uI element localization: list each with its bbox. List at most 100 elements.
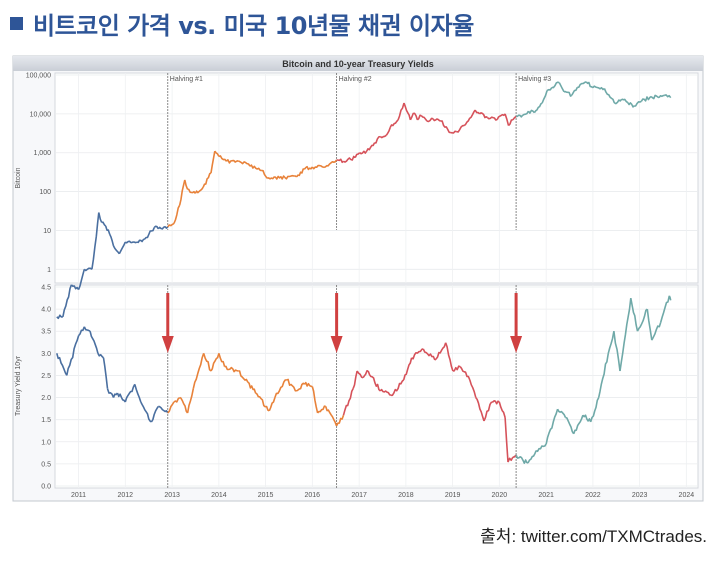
bitcoin-segment: [650, 94, 660, 100]
yield-segment: [607, 331, 615, 354]
yield-segment: [613, 331, 621, 372]
bitcoin-segment: [409, 112, 415, 121]
bitcoin-segment: [359, 150, 368, 155]
yield-segment: [483, 401, 493, 422]
x-tick-label: 2017: [351, 492, 367, 499]
bitcoin-segment: [627, 102, 635, 108]
yield-segment: [636, 308, 648, 332]
bitcoin-segment: [504, 113, 510, 126]
bitcoin-segment: [210, 150, 216, 174]
yield-segment: [411, 348, 424, 360]
yield-tick-label: 0.5: [41, 461, 51, 468]
bitcoin-segment: [389, 119, 399, 128]
yield-segment: [526, 450, 537, 464]
bitcoin-segment: [267, 175, 286, 180]
heading-bullet-icon: [10, 16, 23, 30]
bitcoin-segment: [426, 117, 434, 123]
bitcoin-segment: [202, 172, 212, 188]
yield-segment: [434, 342, 447, 361]
yield-segment: [173, 396, 181, 403]
yield-tick-label: 0.0: [41, 484, 51, 491]
bitcoin-segment: [479, 112, 488, 119]
yield-segment: [106, 388, 115, 398]
bitcoin-segment: [62, 284, 73, 317]
yield-segment: [556, 408, 567, 418]
x-tick-label: 2013: [164, 492, 180, 499]
bitcoin-axis-label: Bitcoin: [15, 167, 22, 188]
bitcoin-segment: [124, 240, 132, 244]
yield-segment: [619, 298, 632, 372]
bitcoin-segment: [640, 95, 652, 102]
bitcoin-segment: [551, 81, 560, 89]
yield-segment: [515, 454, 528, 464]
yield-segment: [362, 370, 369, 379]
arrow-layer: [161, 293, 523, 353]
yield-tick-label: 3.5: [41, 329, 51, 336]
yield-segment: [56, 353, 68, 376]
down-arrow-icon: [330, 336, 343, 353]
yield-segment: [659, 295, 671, 323]
yield-segment: [475, 397, 485, 422]
bitcoin-tick-label: 1,000: [33, 150, 51, 157]
yield-segment: [77, 326, 86, 337]
bitcoin-segment: [108, 233, 115, 247]
yield-segment: [186, 388, 195, 414]
yield-segment: [268, 397, 276, 412]
yield-segment: [402, 357, 413, 381]
bitcoin-segment: [563, 90, 573, 97]
yield-segment: [158, 405, 169, 414]
yield-segment: [150, 405, 159, 423]
x-tick-label: 2015: [258, 492, 274, 499]
bitcoin-segment: [130, 241, 138, 244]
bitcoin-segment: [487, 116, 498, 121]
yield-segment: [352, 370, 358, 389]
bitcoin-segment: [397, 102, 405, 121]
bitcoin-segment: [450, 130, 457, 134]
bitcoin-segment: [512, 115, 517, 121]
bitcoin-segment: [184, 179, 189, 190]
bitcoin-segment: [541, 90, 548, 104]
yield-segment: [504, 417, 509, 463]
down-arrow-icon: [510, 336, 523, 353]
x-tick-label: 2011: [71, 492, 86, 499]
bitcoin-segment: [527, 109, 535, 114]
yield-segment: [102, 357, 109, 389]
chart-title-bar: [13, 56, 703, 71]
bitcoin-segment: [178, 179, 186, 206]
x-tick-label: 2024: [679, 492, 695, 499]
bitcoin-segment: [56, 314, 64, 320]
yield-segment: [224, 365, 239, 373]
bitcoin-segment: [354, 152, 361, 158]
yield-segment: [367, 370, 381, 392]
bitcoin-segment: [77, 269, 86, 290]
page-title: 비트코인 가격 vs. 미국 10년물 채권 이자율: [33, 11, 474, 40]
bitcoin-segment: [603, 88, 616, 104]
yield-segment: [167, 401, 175, 414]
bitcoin-segment: [95, 212, 100, 237]
yield-segment: [646, 308, 653, 341]
bitcoin-segment: [432, 118, 442, 122]
bitcoin-tick-label: 1: [47, 267, 51, 274]
yield-segment: [565, 416, 575, 435]
x-tick-label: 2014: [211, 492, 227, 499]
yield-segment: [286, 378, 297, 392]
yield-segment: [444, 342, 454, 372]
yield-tick-label: 3.0: [41, 351, 51, 358]
yield-segment: [545, 408, 559, 445]
bitcoin-segment: [634, 100, 642, 107]
bitcoin-segment: [261, 169, 268, 179]
yield-segment: [668, 295, 672, 301]
yield-segment: [83, 326, 91, 332]
yield-segment: [391, 379, 405, 397]
bitcoin-segment: [144, 227, 156, 240]
yield-segment: [459, 366, 471, 381]
bitcoin-segment: [303, 165, 313, 171]
x-tick-label: 2022: [585, 492, 601, 499]
yield-segment: [422, 348, 436, 361]
bitcoin-segment: [507, 119, 513, 127]
bitcoin-segment: [157, 226, 169, 230]
x-tick-label: 2016: [305, 492, 321, 499]
yield-segment: [112, 392, 119, 398]
yield-segment: [116, 392, 126, 403]
